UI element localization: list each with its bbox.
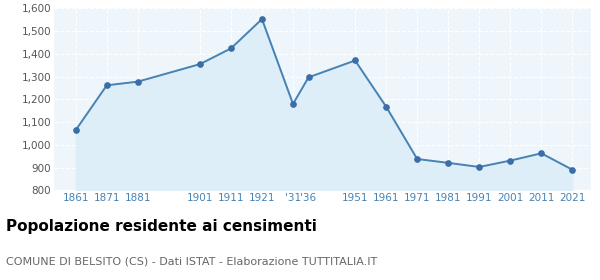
Text: COMUNE DI BELSITO (CS) - Dati ISTAT - Elaborazione TUTTITALIA.IT: COMUNE DI BELSITO (CS) - Dati ISTAT - El… — [6, 256, 377, 267]
Text: Popolazione residente ai censimenti: Popolazione residente ai censimenti — [6, 219, 317, 234]
